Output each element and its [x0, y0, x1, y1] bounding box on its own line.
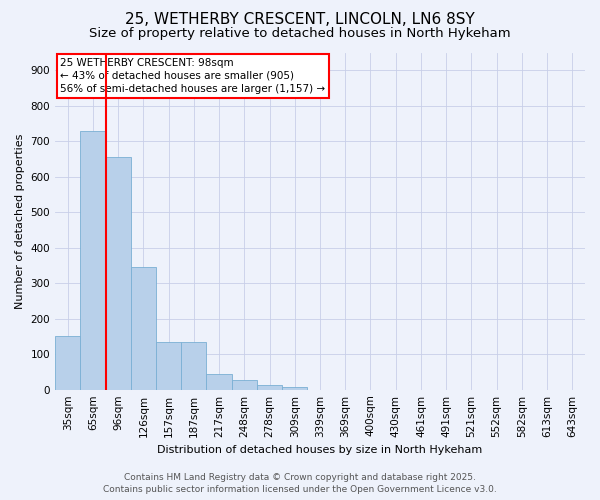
Bar [181, 342, 206, 390]
Text: Size of property relative to detached houses in North Hykeham: Size of property relative to detached ho… [89, 28, 511, 40]
Bar [282, 387, 307, 390]
Text: Contains HM Land Registry data © Crown copyright and database right 2025.
Contai: Contains HM Land Registry data © Crown c… [103, 472, 497, 494]
Bar [55, 336, 80, 390]
Text: 25, WETHERBY CRESCENT, LINCOLN, LN6 8SY: 25, WETHERBY CRESCENT, LINCOLN, LN6 8SY [125, 12, 475, 28]
Y-axis label: Number of detached properties: Number of detached properties [15, 134, 25, 309]
Bar [156, 342, 181, 390]
X-axis label: Distribution of detached houses by size in North Hykeham: Distribution of detached houses by size … [157, 445, 482, 455]
Bar [80, 130, 106, 390]
Bar [232, 380, 257, 390]
Text: 25 WETHERBY CRESCENT: 98sqm
← 43% of detached houses are smaller (905)
56% of se: 25 WETHERBY CRESCENT: 98sqm ← 43% of det… [61, 58, 325, 94]
Bar [131, 267, 156, 390]
Bar [206, 374, 232, 390]
Bar [257, 386, 282, 390]
Bar [106, 157, 131, 390]
